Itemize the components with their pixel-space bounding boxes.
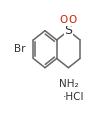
Text: Br: Br	[14, 44, 25, 54]
Text: ·HCl: ·HCl	[63, 92, 85, 102]
Text: NH₂: NH₂	[59, 79, 78, 89]
Text: O: O	[69, 15, 77, 25]
Text: O: O	[60, 15, 68, 25]
Text: S: S	[64, 24, 72, 37]
